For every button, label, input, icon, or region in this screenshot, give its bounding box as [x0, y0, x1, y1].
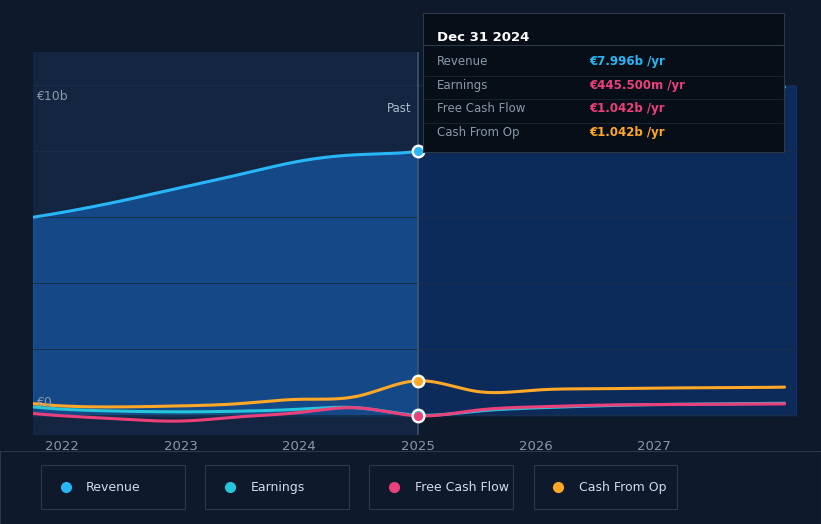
FancyBboxPatch shape — [41, 465, 185, 509]
Text: €10b: €10b — [36, 90, 68, 103]
Text: Revenue: Revenue — [438, 55, 488, 68]
Text: Cash From Op: Cash From Op — [438, 126, 520, 139]
Text: Earnings: Earnings — [438, 79, 488, 92]
Bar — [33, 52, 418, 435]
Text: Free Cash Flow: Free Cash Flow — [415, 481, 508, 494]
Text: €445.500m /yr: €445.500m /yr — [589, 79, 685, 92]
FancyBboxPatch shape — [534, 465, 677, 509]
Text: €7.996b /yr: €7.996b /yr — [589, 55, 665, 68]
Text: €1.042b /yr: €1.042b /yr — [589, 126, 665, 139]
Text: Analysts Forecasts: Analysts Forecasts — [427, 102, 537, 115]
Text: Revenue: Revenue — [86, 481, 141, 494]
Text: Dec 31 2024: Dec 31 2024 — [438, 31, 530, 44]
Text: Free Cash Flow: Free Cash Flow — [438, 102, 525, 115]
FancyBboxPatch shape — [369, 465, 513, 509]
Text: Cash From Op: Cash From Op — [579, 481, 667, 494]
Text: Earnings: Earnings — [250, 481, 305, 494]
FancyBboxPatch shape — [205, 465, 349, 509]
Text: €0: €0 — [36, 396, 53, 409]
Text: €1.042b /yr: €1.042b /yr — [589, 102, 665, 115]
Bar — [418, 52, 796, 435]
Text: Past: Past — [387, 102, 411, 115]
